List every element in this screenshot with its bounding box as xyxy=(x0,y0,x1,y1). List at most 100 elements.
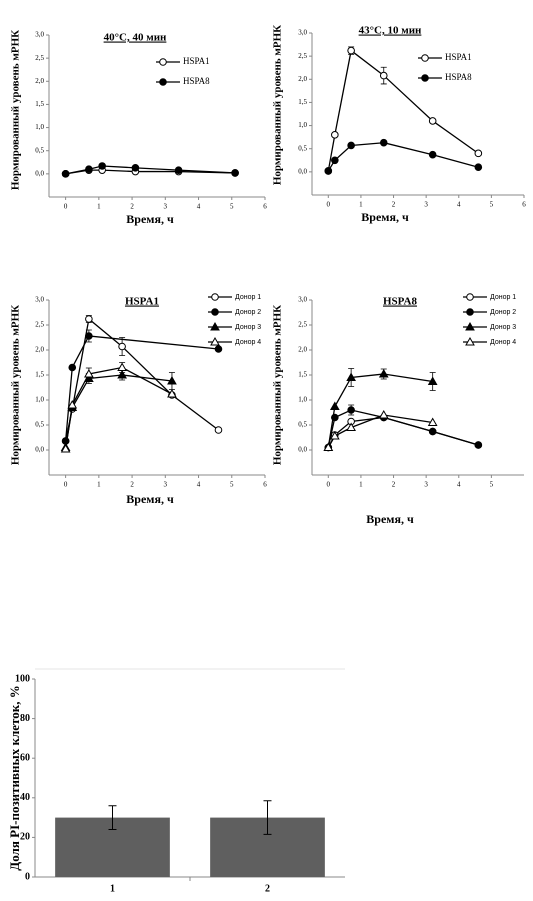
y-tick-label: 1,5 xyxy=(35,371,44,379)
x-tick-label: 0 xyxy=(327,201,331,209)
chart-title: HSPA1 xyxy=(125,296,159,308)
marker xyxy=(131,164,140,172)
marker xyxy=(378,368,389,378)
marker xyxy=(428,150,437,159)
y-tick-label: 3,0 xyxy=(298,296,307,304)
x-tick-label: 2 xyxy=(392,201,396,209)
y-tick-label: 2,5 xyxy=(35,321,44,329)
y-tick-label: 2,0 xyxy=(35,77,44,85)
series-line xyxy=(327,49,479,172)
marker xyxy=(331,156,339,165)
y-tick-label: 2,0 xyxy=(298,75,307,83)
y-axis-label: Нормированный уровень мРНК xyxy=(272,25,284,185)
y-tick-label: 100 xyxy=(15,673,30,684)
x-tick-label: 6 xyxy=(263,203,267,211)
marker xyxy=(118,342,126,351)
x-tick-label: 5 xyxy=(230,203,234,211)
marker xyxy=(347,46,355,55)
marker xyxy=(167,388,177,398)
marker xyxy=(85,315,93,323)
marker xyxy=(117,369,127,379)
marker xyxy=(474,149,483,158)
x-tick-label: 4 xyxy=(457,201,461,209)
y-tick-label: 1,5 xyxy=(298,371,307,379)
marker xyxy=(378,409,389,419)
legend-marker xyxy=(159,78,167,86)
y-tick-label: 1,0 xyxy=(35,396,44,404)
legend-marker xyxy=(211,293,219,301)
x-tick-label: 3 xyxy=(424,201,428,209)
y-tick-label: 2,0 xyxy=(298,346,307,354)
legend-label: Донор 3 xyxy=(490,324,516,331)
error-bar xyxy=(108,805,117,830)
x-tick-label: 6 xyxy=(522,201,526,209)
y-tick-label: 0 xyxy=(25,871,30,882)
y-tick-label: 0,5 xyxy=(298,144,307,152)
series-line xyxy=(65,169,236,175)
x-tick-label: 4 xyxy=(197,481,201,489)
x-tick-label: 2 xyxy=(392,481,396,489)
marker xyxy=(231,169,239,177)
legend-label: Донор 2 xyxy=(235,309,261,316)
marker xyxy=(347,406,355,414)
y-tick-label: 40 xyxy=(20,792,30,803)
chart-title: HSPA8 xyxy=(383,296,418,308)
y-tick-label: 0,0 xyxy=(298,167,307,175)
y-tick-label: 0,5 xyxy=(298,421,307,429)
legend-marker xyxy=(210,336,220,346)
marker xyxy=(329,430,340,440)
y-tick-label: 0,0 xyxy=(35,169,44,177)
legend-label: HSPA1 xyxy=(183,56,210,66)
x-tick-label: 3 xyxy=(424,481,428,489)
legend-label: Донор 1 xyxy=(490,294,516,301)
y-tick-label: 2,5 xyxy=(298,321,307,329)
y-tick-label: 3,0 xyxy=(298,29,307,37)
marker xyxy=(428,427,437,436)
y-tick-label: 1,5 xyxy=(298,98,307,106)
x-tick-label: 1 xyxy=(97,203,101,211)
marker xyxy=(346,372,357,381)
y-tick-label: 1,0 xyxy=(35,123,44,131)
x-tick-label: 2 xyxy=(130,481,134,489)
marker xyxy=(60,443,71,453)
x-axis-label: Время, ч xyxy=(126,212,174,226)
x-tick-label: 4 xyxy=(457,481,461,489)
x-tick-label: 2 xyxy=(265,883,270,894)
chart-title: 40°C, 40 мин xyxy=(104,32,167,44)
error-bar xyxy=(263,800,272,835)
x-axis-label: Время, ч xyxy=(361,210,409,224)
x-tick-label: 1 xyxy=(359,481,363,489)
x-axis-label: Время, ч xyxy=(366,512,414,526)
marker xyxy=(323,442,334,451)
legend-marker xyxy=(466,308,474,316)
marker xyxy=(379,138,388,147)
legend-label: Донор 3 xyxy=(235,324,261,331)
x-tick-label: 2 xyxy=(130,203,134,211)
marker xyxy=(214,345,223,353)
y-tick-label: 0,5 xyxy=(35,421,44,429)
y-tick-label: 3,0 xyxy=(35,296,44,304)
legend-label: Донор 1 xyxy=(235,294,261,301)
x-tick-label: 5 xyxy=(490,481,494,489)
x-tick-label: 5 xyxy=(490,201,494,209)
x-tick-label: 0 xyxy=(64,203,68,211)
legend-label: Донор 4 xyxy=(235,339,261,346)
marker xyxy=(98,162,106,170)
series-line xyxy=(327,373,433,448)
marker xyxy=(214,426,223,434)
marker xyxy=(474,441,483,449)
legend-marker xyxy=(465,321,475,331)
x-tick-label: 1 xyxy=(110,883,115,894)
x-tick-label: 6 xyxy=(263,481,267,489)
x-axis-label: Время, ч xyxy=(126,492,174,506)
y-tick-label: 80 xyxy=(20,713,30,724)
chart-title: 43°C, 10 мин xyxy=(359,25,422,37)
series-line xyxy=(327,409,479,448)
legend-marker xyxy=(466,293,474,301)
legend-marker xyxy=(421,54,429,62)
marker xyxy=(68,363,77,372)
legend-label: Донор 2 xyxy=(490,309,516,316)
legend-label: HSPA8 xyxy=(445,72,472,82)
marker xyxy=(427,417,438,426)
x-tick-label: 1 xyxy=(359,201,363,209)
